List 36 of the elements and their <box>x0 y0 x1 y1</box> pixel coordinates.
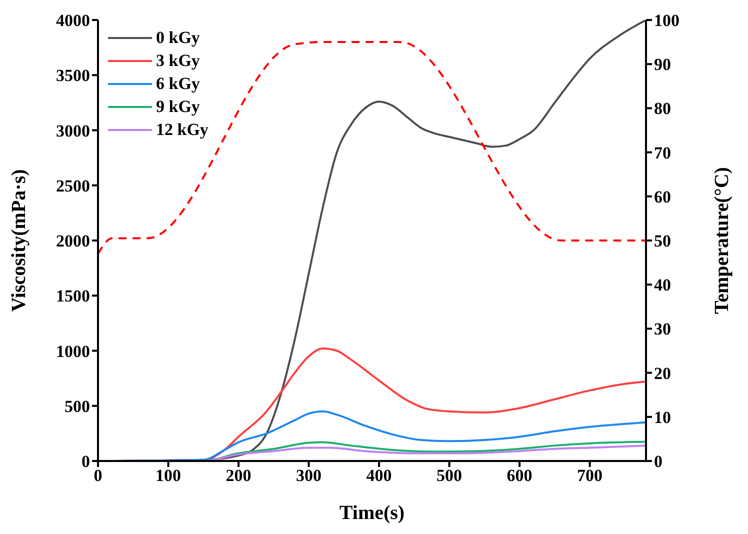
x-tick-label: 200 <box>226 466 252 486</box>
legend-label: 0 kGy <box>156 27 200 49</box>
x-tick-label: 600 <box>506 466 532 486</box>
y2-tick-label: 60 <box>654 187 671 206</box>
y2-tick-label: 50 <box>654 232 671 251</box>
y2-tick-label: 30 <box>654 320 671 339</box>
x-axis-title: Time(s) <box>339 502 405 524</box>
x-tick-label: 500 <box>436 466 462 486</box>
y2-tick-label: 90 <box>654 55 671 74</box>
legend-label: 3 kGy <box>156 50 200 72</box>
y2-tick-label: 20 <box>654 364 671 383</box>
x-tick-label: 100 <box>156 466 182 486</box>
y-tick-label: 1000 <box>56 342 90 361</box>
legend-label: 9 kGy <box>156 96 200 118</box>
y2-tick-label: 0 <box>654 452 662 472</box>
x-tick-label: 700 <box>577 466 603 486</box>
y-tick-label: 0 <box>82 452 90 472</box>
y-axis-title: Viscosity(mPa·s) <box>8 169 30 312</box>
y-tick-label: 2500 <box>56 176 90 196</box>
y2-tick-label: 40 <box>654 276 671 295</box>
y-tick-label: 3000 <box>56 121 90 140</box>
legend-label: 12 kGy <box>156 119 208 141</box>
legend-label: 6 kGy <box>156 73 200 95</box>
y-tick-label: 3500 <box>56 66 90 86</box>
y2-tick-label: 100 <box>654 11 680 30</box>
x-tick-label: 0 <box>94 466 102 486</box>
y2-tick-label: 80 <box>654 99 671 118</box>
y-tick-label: 500 <box>64 396 90 416</box>
x-tick-label: 300 <box>296 466 322 486</box>
x-tick-label: 400 <box>366 466 392 486</box>
y2-tick-label: 70 <box>654 143 671 162</box>
y-tick-label: 2000 <box>56 232 90 251</box>
y-tick-label: 4000 <box>56 11 90 30</box>
y2-tick-label: 10 <box>654 408 671 427</box>
y-tick-label: 1500 <box>56 286 90 306</box>
y2-axis-title: Temperature(°C) <box>711 167 734 314</box>
